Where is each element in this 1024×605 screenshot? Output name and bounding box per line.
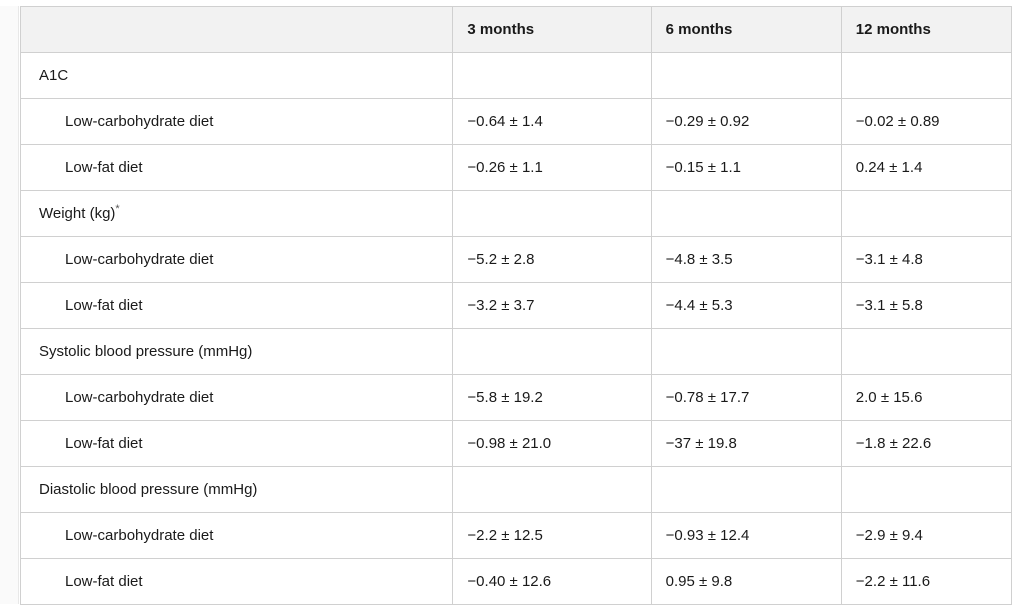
row-label: Low-fat diet bbox=[21, 421, 453, 467]
section-label: Diastolic blood pressure (mmHg) bbox=[21, 467, 453, 513]
empty-cell bbox=[453, 467, 651, 513]
row-label: Low-carbohydrate diet bbox=[21, 99, 453, 145]
section-row: Diastolic blood pressure (mmHg) bbox=[21, 467, 1012, 513]
table-body: A1C Low-carbohydrate diet −0.64 ± 1.4 −0… bbox=[21, 53, 1012, 605]
section-label: Systolic blood pressure (mmHg) bbox=[21, 329, 453, 375]
table-row: Low-fat diet −3.2 ± 3.7 −4.4 ± 5.3 −3.1 … bbox=[21, 283, 1012, 329]
cell-value: −2.9 ± 9.4 bbox=[841, 513, 1011, 559]
empty-cell bbox=[651, 191, 841, 237]
cell-value: −0.40 ± 12.6 bbox=[453, 559, 651, 605]
section-row: Systolic blood pressure (mmHg) bbox=[21, 329, 1012, 375]
cell-value: −3.1 ± 4.8 bbox=[841, 237, 1011, 283]
col-header-6months: 6 months bbox=[651, 7, 841, 53]
cell-value: −0.93 ± 12.4 bbox=[651, 513, 841, 559]
empty-cell bbox=[841, 467, 1011, 513]
cell-value: −0.78 ± 17.7 bbox=[651, 375, 841, 421]
section-row: A1C bbox=[21, 53, 1012, 99]
cell-value: 0.95 ± 9.8 bbox=[651, 559, 841, 605]
row-label: Low-carbohydrate diet bbox=[21, 237, 453, 283]
table-row: Low-carbohydrate diet −5.2 ± 2.8 −4.8 ± … bbox=[21, 237, 1012, 283]
cell-value: −5.2 ± 2.8 bbox=[453, 237, 651, 283]
section-row: Weight (kg)* bbox=[21, 191, 1012, 237]
table-header-row: 3 months 6 months 12 months bbox=[21, 7, 1012, 53]
empty-cell bbox=[651, 467, 841, 513]
cell-value: −3.1 ± 5.8 bbox=[841, 283, 1011, 329]
cell-value: −0.64 ± 1.4 bbox=[453, 99, 651, 145]
footnote-marker: * bbox=[115, 203, 119, 215]
table-row: Low-fat diet −0.98 ± 21.0 −37 ± 19.8 −1.… bbox=[21, 421, 1012, 467]
empty-cell bbox=[651, 53, 841, 99]
table-row: Low-fat diet −0.40 ± 12.6 0.95 ± 9.8 −2.… bbox=[21, 559, 1012, 605]
table-row: Low-carbohydrate diet −5.8 ± 19.2 −0.78 … bbox=[21, 375, 1012, 421]
empty-cell bbox=[453, 53, 651, 99]
cell-value: −2.2 ± 11.6 bbox=[841, 559, 1011, 605]
empty-cell bbox=[841, 329, 1011, 375]
empty-cell bbox=[841, 191, 1011, 237]
cell-value: −0.02 ± 0.89 bbox=[841, 99, 1011, 145]
cell-value: −0.26 ± 1.1 bbox=[453, 145, 651, 191]
row-label: Low-fat diet bbox=[21, 559, 453, 605]
cell-value: −1.8 ± 22.6 bbox=[841, 421, 1011, 467]
row-label: Low-carbohydrate diet bbox=[21, 513, 453, 559]
cell-value: −37 ± 19.8 bbox=[651, 421, 841, 467]
cell-value: −5.8 ± 19.2 bbox=[453, 375, 651, 421]
empty-cell bbox=[453, 329, 651, 375]
empty-cell bbox=[453, 191, 651, 237]
table-row: Low-fat diet −0.26 ± 1.1 −0.15 ± 1.1 0.2… bbox=[21, 145, 1012, 191]
row-label: Low-carbohydrate diet bbox=[21, 375, 453, 421]
cell-value: −2.2 ± 12.5 bbox=[453, 513, 651, 559]
row-label: Low-fat diet bbox=[21, 145, 453, 191]
cell-value: −0.29 ± 0.92 bbox=[651, 99, 841, 145]
col-header-3months: 3 months bbox=[453, 7, 651, 53]
cell-value: −0.98 ± 21.0 bbox=[453, 421, 651, 467]
empty-cell bbox=[841, 53, 1011, 99]
cell-value: 2.0 ± 15.6 bbox=[841, 375, 1011, 421]
col-header-12months: 12 months bbox=[841, 7, 1011, 53]
section-label: A1C bbox=[21, 53, 453, 99]
row-label: Low-fat diet bbox=[21, 283, 453, 329]
cell-value: −4.4 ± 5.3 bbox=[651, 283, 841, 329]
cell-value: −3.2 ± 3.7 bbox=[453, 283, 651, 329]
cell-value: −4.8 ± 3.5 bbox=[651, 237, 841, 283]
data-table: 3 months 6 months 12 months A1C Low-carb… bbox=[20, 6, 1012, 605]
section-label-text: Weight (kg) bbox=[39, 205, 115, 222]
table-row: Low-carbohydrate diet −0.64 ± 1.4 −0.29 … bbox=[21, 99, 1012, 145]
cell-value: 0.24 ± 1.4 bbox=[841, 145, 1011, 191]
col-header-blank bbox=[21, 7, 453, 53]
section-label: Weight (kg)* bbox=[21, 191, 453, 237]
cell-value: −0.15 ± 1.1 bbox=[651, 145, 841, 191]
empty-cell bbox=[651, 329, 841, 375]
table-row: Low-carbohydrate diet −2.2 ± 12.5 −0.93 … bbox=[21, 513, 1012, 559]
